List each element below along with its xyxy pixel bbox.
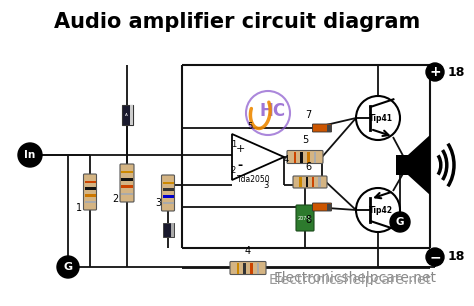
FancyBboxPatch shape [312,124,331,132]
Text: Electronicshelpcare.net: Electronicshelpcare.net [268,273,431,287]
Bar [314,151,317,162]
Bar [84,201,95,203]
Bar [244,263,246,274]
Bar [121,185,133,188]
Text: 8: 8 [305,215,311,225]
Bar [301,151,303,162]
Bar [327,125,331,132]
Text: 1: 1 [231,140,236,148]
Bar [84,181,95,183]
Bar [163,202,173,204]
Circle shape [426,63,444,81]
FancyBboxPatch shape [287,151,323,163]
Text: In: In [24,150,36,160]
FancyBboxPatch shape [293,176,327,188]
Text: G: G [396,217,404,227]
Text: -: - [237,159,243,171]
Bar [327,203,331,211]
Bar [163,195,173,198]
Bar [307,151,310,162]
Text: +: + [429,65,441,79]
Bar [396,155,408,175]
Text: Tip42: Tip42 [369,206,393,215]
Bar [306,177,308,187]
Text: HC: HC [260,102,286,120]
Bar [121,178,133,181]
FancyBboxPatch shape [162,175,174,211]
Bar [299,177,301,187]
Text: A: A [125,113,128,117]
Text: 18: 18 [448,251,465,263]
Text: 5: 5 [247,122,253,131]
Text: 3: 3 [264,181,269,190]
Circle shape [426,248,444,266]
Text: Audio amplifier circuit diagram: Audio amplifier circuit diagram [54,12,420,32]
Circle shape [57,256,79,278]
Bar [163,188,173,191]
FancyBboxPatch shape [120,164,134,202]
Bar [84,194,95,196]
Circle shape [18,143,42,167]
Bar [312,177,314,187]
Text: Tda2050: Tda2050 [237,175,271,184]
FancyBboxPatch shape [230,262,266,274]
Bar [121,192,133,195]
Text: Electronicshelpcare.net: Electronicshelpcare.net [273,271,437,285]
Text: 18: 18 [448,65,465,79]
Text: 2: 2 [231,166,236,174]
Bar [171,223,173,237]
Text: 3: 3 [155,198,161,208]
Bar [293,151,296,162]
Bar [121,105,133,125]
Bar [84,187,95,190]
Text: 2074J: 2074J [298,215,312,221]
Polygon shape [232,134,284,180]
Text: Tip41: Tip41 [369,114,393,122]
FancyBboxPatch shape [312,203,331,211]
Text: 4: 4 [245,246,251,256]
Text: 5: 5 [302,135,308,145]
FancyBboxPatch shape [83,174,97,210]
Bar [121,171,133,174]
Polygon shape [408,135,430,195]
Text: G: G [64,262,73,272]
Circle shape [390,212,410,232]
Text: −: − [429,250,441,264]
Text: 4: 4 [284,155,289,163]
Bar [129,105,133,125]
Bar [250,263,253,274]
Text: 1: 1 [76,203,82,213]
Bar [237,263,239,274]
Bar [257,263,259,274]
Text: 7: 7 [305,110,311,120]
Text: 6: 6 [305,162,311,172]
FancyBboxPatch shape [296,205,314,231]
Bar [163,181,173,184]
Text: +: + [235,144,245,154]
Text: 2: 2 [112,194,118,204]
Bar [163,223,173,237]
Bar [319,177,321,187]
